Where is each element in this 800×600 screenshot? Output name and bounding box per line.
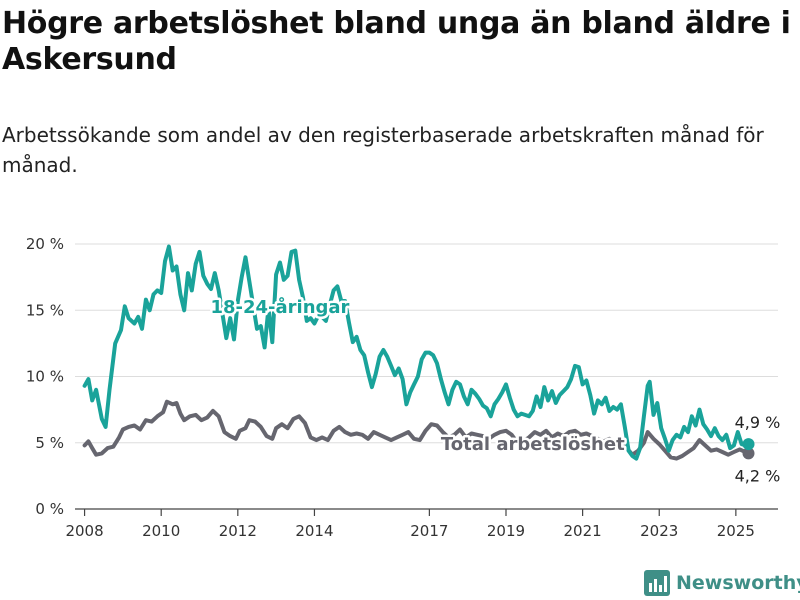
x-tick-label: 2021	[564, 522, 602, 540]
x-tick-label: 2008	[65, 522, 103, 540]
x-tick-label: 2010	[142, 522, 180, 540]
x-tick-label: 2012	[219, 522, 257, 540]
y-tick-label: 10 %	[26, 368, 64, 386]
y-tick-label: 20 %	[26, 235, 64, 253]
x-axis-ticks: 2008 2010 2012 2014 2017 2019 2021 2023 2025	[65, 508, 778, 540]
grid-lines	[75, 243, 778, 444]
series-line-total	[82, 399, 751, 461]
y-tick-label: 15 %	[26, 301, 64, 319]
end-label-youth: 4,9 %	[735, 413, 781, 432]
chart-subtitle: Arbetssökande som andel av den registerb…	[2, 123, 764, 177]
x-tick-label: 2019	[487, 522, 525, 540]
brand-name: Newsworthy	[676, 572, 800, 594]
series-labels: 18-24-åringar Total arbetslöshet 4,9 % 4,2 …	[208, 293, 782, 487]
chart-title: Högre arbetslöshet bland unga än bland ä…	[2, 6, 791, 77]
x-tick-label: 2025	[717, 522, 755, 540]
x-tick-label: 2023	[640, 522, 678, 540]
x-tick-label: 2017	[410, 522, 448, 540]
end-label-total: 4,2 %	[735, 466, 781, 485]
series-label-youth: 18-24-åringar	[210, 296, 349, 318]
y-tick-label: 0 %	[35, 500, 64, 518]
series-lines	[82, 244, 755, 461]
newsworthy-logo: Newsworthy	[644, 568, 800, 598]
bar-chart-logo-icon	[644, 570, 670, 596]
x-tick-label: 2014	[295, 522, 333, 540]
series-line-youth	[82, 244, 751, 461]
end-point-youth	[742, 438, 755, 451]
y-axis-tick-labels: 0 % 5 % 10 % 15 % 20 %	[26, 235, 64, 518]
y-tick-label: 5 %	[35, 434, 64, 452]
series-label-total: Total arbetslöshet	[441, 434, 625, 455]
end-point-total	[742, 447, 755, 460]
